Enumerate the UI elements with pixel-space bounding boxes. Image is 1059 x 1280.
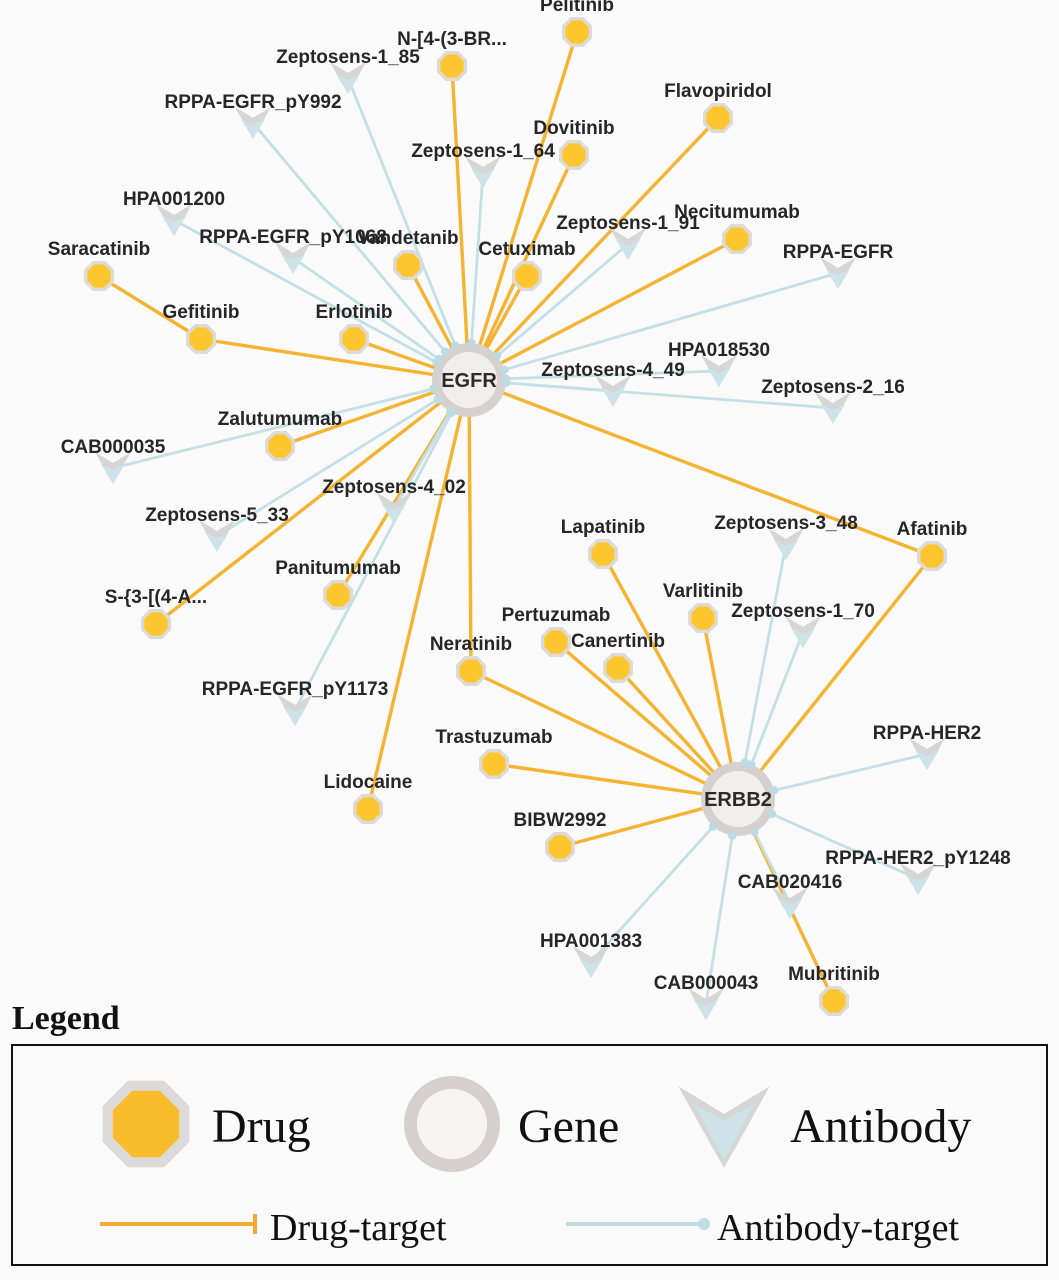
svg-text:Antibody-target: Antibody-target — [717, 1207, 959, 1249]
svg-text:Drug: Drug — [212, 1100, 311, 1153]
svg-text:Antibody: Antibody — [790, 1100, 971, 1153]
svg-text:Gene: Gene — [518, 1100, 619, 1153]
svg-text:Drug-target: Drug-target — [270, 1207, 447, 1249]
